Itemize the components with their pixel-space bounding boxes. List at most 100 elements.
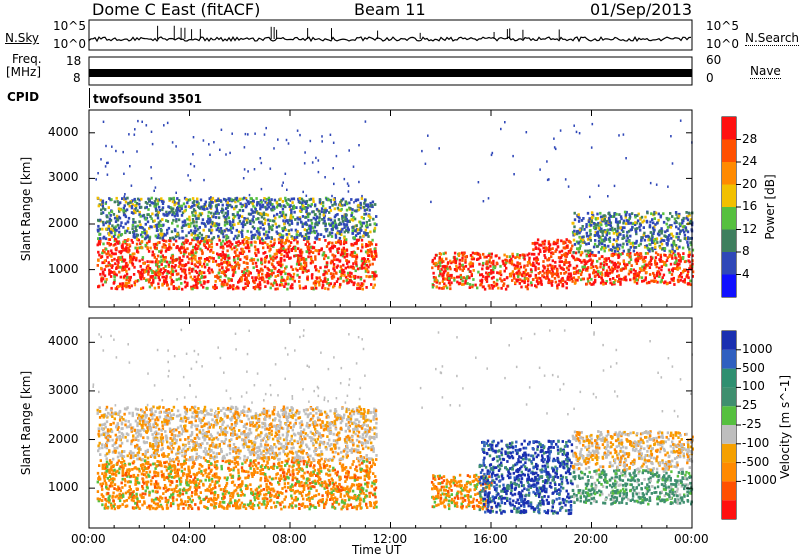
power-echo-cell bbox=[121, 243, 124, 247]
power-echo-cell bbox=[646, 211, 649, 215]
power-echo-cell bbox=[105, 252, 108, 256]
power-echo-cell bbox=[328, 283, 331, 287]
power-echo-cell bbox=[183, 209, 186, 213]
power-echo-cell bbox=[601, 219, 604, 223]
power-echo-cell bbox=[561, 276, 564, 280]
power-echo-cell bbox=[191, 214, 195, 217]
power-echo-cell bbox=[254, 276, 257, 280]
power-echo-cell bbox=[203, 271, 206, 275]
power-echo-cell bbox=[309, 224, 312, 228]
velocity-echo-cell bbox=[227, 503, 230, 507]
power-echo-cell bbox=[176, 224, 179, 228]
power-echo-cell bbox=[265, 230, 268, 234]
power-echo-cell bbox=[663, 247, 667, 251]
power-echo-cell bbox=[648, 242, 651, 246]
power-echo-cell bbox=[100, 278, 103, 281]
power-echo-cell bbox=[359, 222, 363, 226]
power-echo-cell bbox=[581, 238, 585, 242]
power-echo-cell bbox=[193, 286, 197, 289]
power-echo-cell bbox=[151, 253, 154, 257]
velocity-echo-cell bbox=[253, 495, 256, 499]
power-echo-cell bbox=[485, 271, 488, 275]
power-echo-cell bbox=[180, 214, 184, 217]
sparse-echo-cell bbox=[187, 174, 189, 177]
power-echo-cell bbox=[228, 286, 232, 290]
power-echo-cell bbox=[278, 283, 281, 287]
power-echo-cell bbox=[482, 252, 485, 256]
power-echo-cell bbox=[611, 243, 615, 246]
power-echo-cell bbox=[350, 253, 354, 257]
power-echo-cell bbox=[485, 266, 488, 270]
power-echo-cell bbox=[674, 220, 678, 223]
power-echo-cell bbox=[649, 231, 652, 234]
power-echo-cell bbox=[529, 263, 533, 267]
power-echo-cell bbox=[279, 270, 282, 274]
power-echo-cell bbox=[670, 224, 673, 227]
sparse-echo-cell bbox=[106, 161, 108, 165]
power-echo-cell bbox=[105, 278, 108, 281]
power-echo-cell bbox=[237, 216, 241, 220]
power-echo-cell bbox=[276, 250, 280, 254]
power-echo-cell bbox=[535, 280, 539, 283]
power-echo-cell bbox=[138, 226, 142, 229]
power-echo-cell bbox=[373, 222, 376, 226]
power-echo-cell bbox=[217, 256, 221, 259]
power-echo-cell bbox=[196, 286, 199, 290]
power-echo-cell bbox=[249, 271, 252, 275]
velocity-echo-cell bbox=[359, 502, 362, 505]
power-echo-cell bbox=[659, 214, 663, 218]
power-echo-cell bbox=[538, 248, 542, 252]
power-echo-cell bbox=[208, 220, 211, 224]
power-echo-cell bbox=[656, 221, 659, 225]
power-echo-cell bbox=[182, 254, 185, 258]
power-echo-cell bbox=[278, 233, 281, 237]
power-echo-cell bbox=[262, 227, 265, 231]
power-echo-cell bbox=[303, 207, 306, 211]
power-echo-cell bbox=[257, 285, 260, 289]
power-echo-cell bbox=[455, 257, 459, 261]
power-echo-cell bbox=[305, 229, 309, 232]
velocity-echo-cell bbox=[328, 480, 332, 484]
power-echo-cell bbox=[152, 271, 156, 274]
power-echo-cell bbox=[316, 249, 319, 253]
sparse-echo-cell bbox=[123, 172, 125, 175]
power-echo-cell bbox=[556, 245, 560, 248]
power-echo-cell bbox=[185, 234, 188, 238]
power-echo-cell bbox=[113, 279, 116, 282]
power-echo-cell bbox=[217, 216, 221, 220]
sparse-echo-cell bbox=[500, 127, 502, 131]
power-echo-cell bbox=[259, 207, 262, 211]
power-echo-cell bbox=[503, 269, 506, 273]
power-echo-cell bbox=[138, 246, 141, 250]
power-echo-cell bbox=[176, 197, 179, 200]
power-echo-cell bbox=[115, 273, 118, 277]
power-echo-cell bbox=[227, 228, 230, 232]
velocity-echo-cell bbox=[290, 483, 294, 487]
power-echo-cell bbox=[505, 259, 509, 263]
power-echo-cell bbox=[487, 274, 490, 278]
power-echo-cell bbox=[121, 268, 124, 272]
sparse-echo-cell bbox=[104, 165, 107, 168]
power-echo-cell bbox=[148, 267, 152, 270]
power-echo-cell bbox=[152, 280, 155, 284]
power-echo-cell bbox=[341, 272, 344, 275]
power-echo-cell bbox=[175, 201, 178, 205]
power-echo-cell bbox=[623, 277, 626, 280]
power-echo-cell bbox=[350, 242, 353, 246]
power-echo-cell bbox=[689, 264, 692, 268]
power-echo-cell bbox=[571, 221, 574, 225]
power-echo-cell bbox=[572, 266, 576, 270]
power-echo-cell bbox=[302, 261, 306, 265]
power-echo-cell bbox=[237, 234, 240, 238]
power-echo-cell bbox=[653, 212, 656, 216]
power-echo-cell bbox=[679, 224, 682, 228]
power-echo-cell bbox=[241, 225, 245, 229]
power-echo-cell bbox=[563, 272, 566, 275]
velocity-echo-cell bbox=[184, 489, 187, 492]
power-echo-cell bbox=[110, 251, 114, 255]
power-echo-cell bbox=[250, 243, 253, 247]
power-echo-cell bbox=[144, 222, 147, 226]
power-echo-cell bbox=[346, 271, 350, 275]
power-echo-cell bbox=[230, 279, 233, 282]
power-echo-cell bbox=[144, 206, 147, 210]
